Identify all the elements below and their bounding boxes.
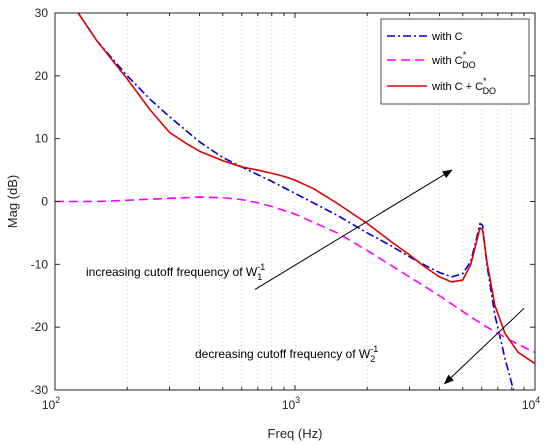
series-line-CDO (55, 196, 535, 354)
legend-label-CCDO: with C + C* DO (431, 76, 496, 96)
y-tick-label: 30 (35, 6, 49, 20)
y-tick-label: 0 (41, 195, 48, 209)
y-tick-label: -30 (31, 383, 49, 397)
legend-box (380, 18, 530, 105)
y-tick-label: -10 (31, 257, 49, 271)
tick-labels: -30 -20 -10 0 10 20 30 102 103 104 (31, 6, 541, 412)
legend-label-C: with C (431, 31, 463, 43)
series-line-CCDO (77, 13, 535, 365)
arrow-increasing (254, 169, 453, 290)
annotations: increasing cutoff frequency of W1-1 decre… (86, 169, 525, 385)
annotation-dec: decreasing cutoff frequency of W2-1 (195, 344, 378, 364)
x-tick-label: 104 (522, 395, 540, 412)
legend-label-CDO: with C* DO (431, 50, 476, 70)
legend: with C with C* DO with C + C* DO (380, 18, 530, 105)
arrow-decreasing (443, 307, 525, 385)
x-tick-label: 102 (42, 395, 60, 412)
y-tick-label: 20 (35, 69, 49, 83)
x-axis-label: Freq (Hz) (268, 426, 323, 441)
y-axis-label: Mag (dB) (5, 175, 20, 228)
y-tick-label: -20 (31, 320, 49, 334)
series-line-C (77, 13, 515, 390)
axis-ticks (54, 12, 536, 391)
y-tick-label: 10 (35, 132, 49, 146)
series-layer (55, 13, 535, 390)
grid (126, 13, 525, 390)
annotation-inc: increasing cutoff frequency of W1-1 (86, 262, 265, 282)
x-tick-label: 103 (282, 395, 300, 412)
